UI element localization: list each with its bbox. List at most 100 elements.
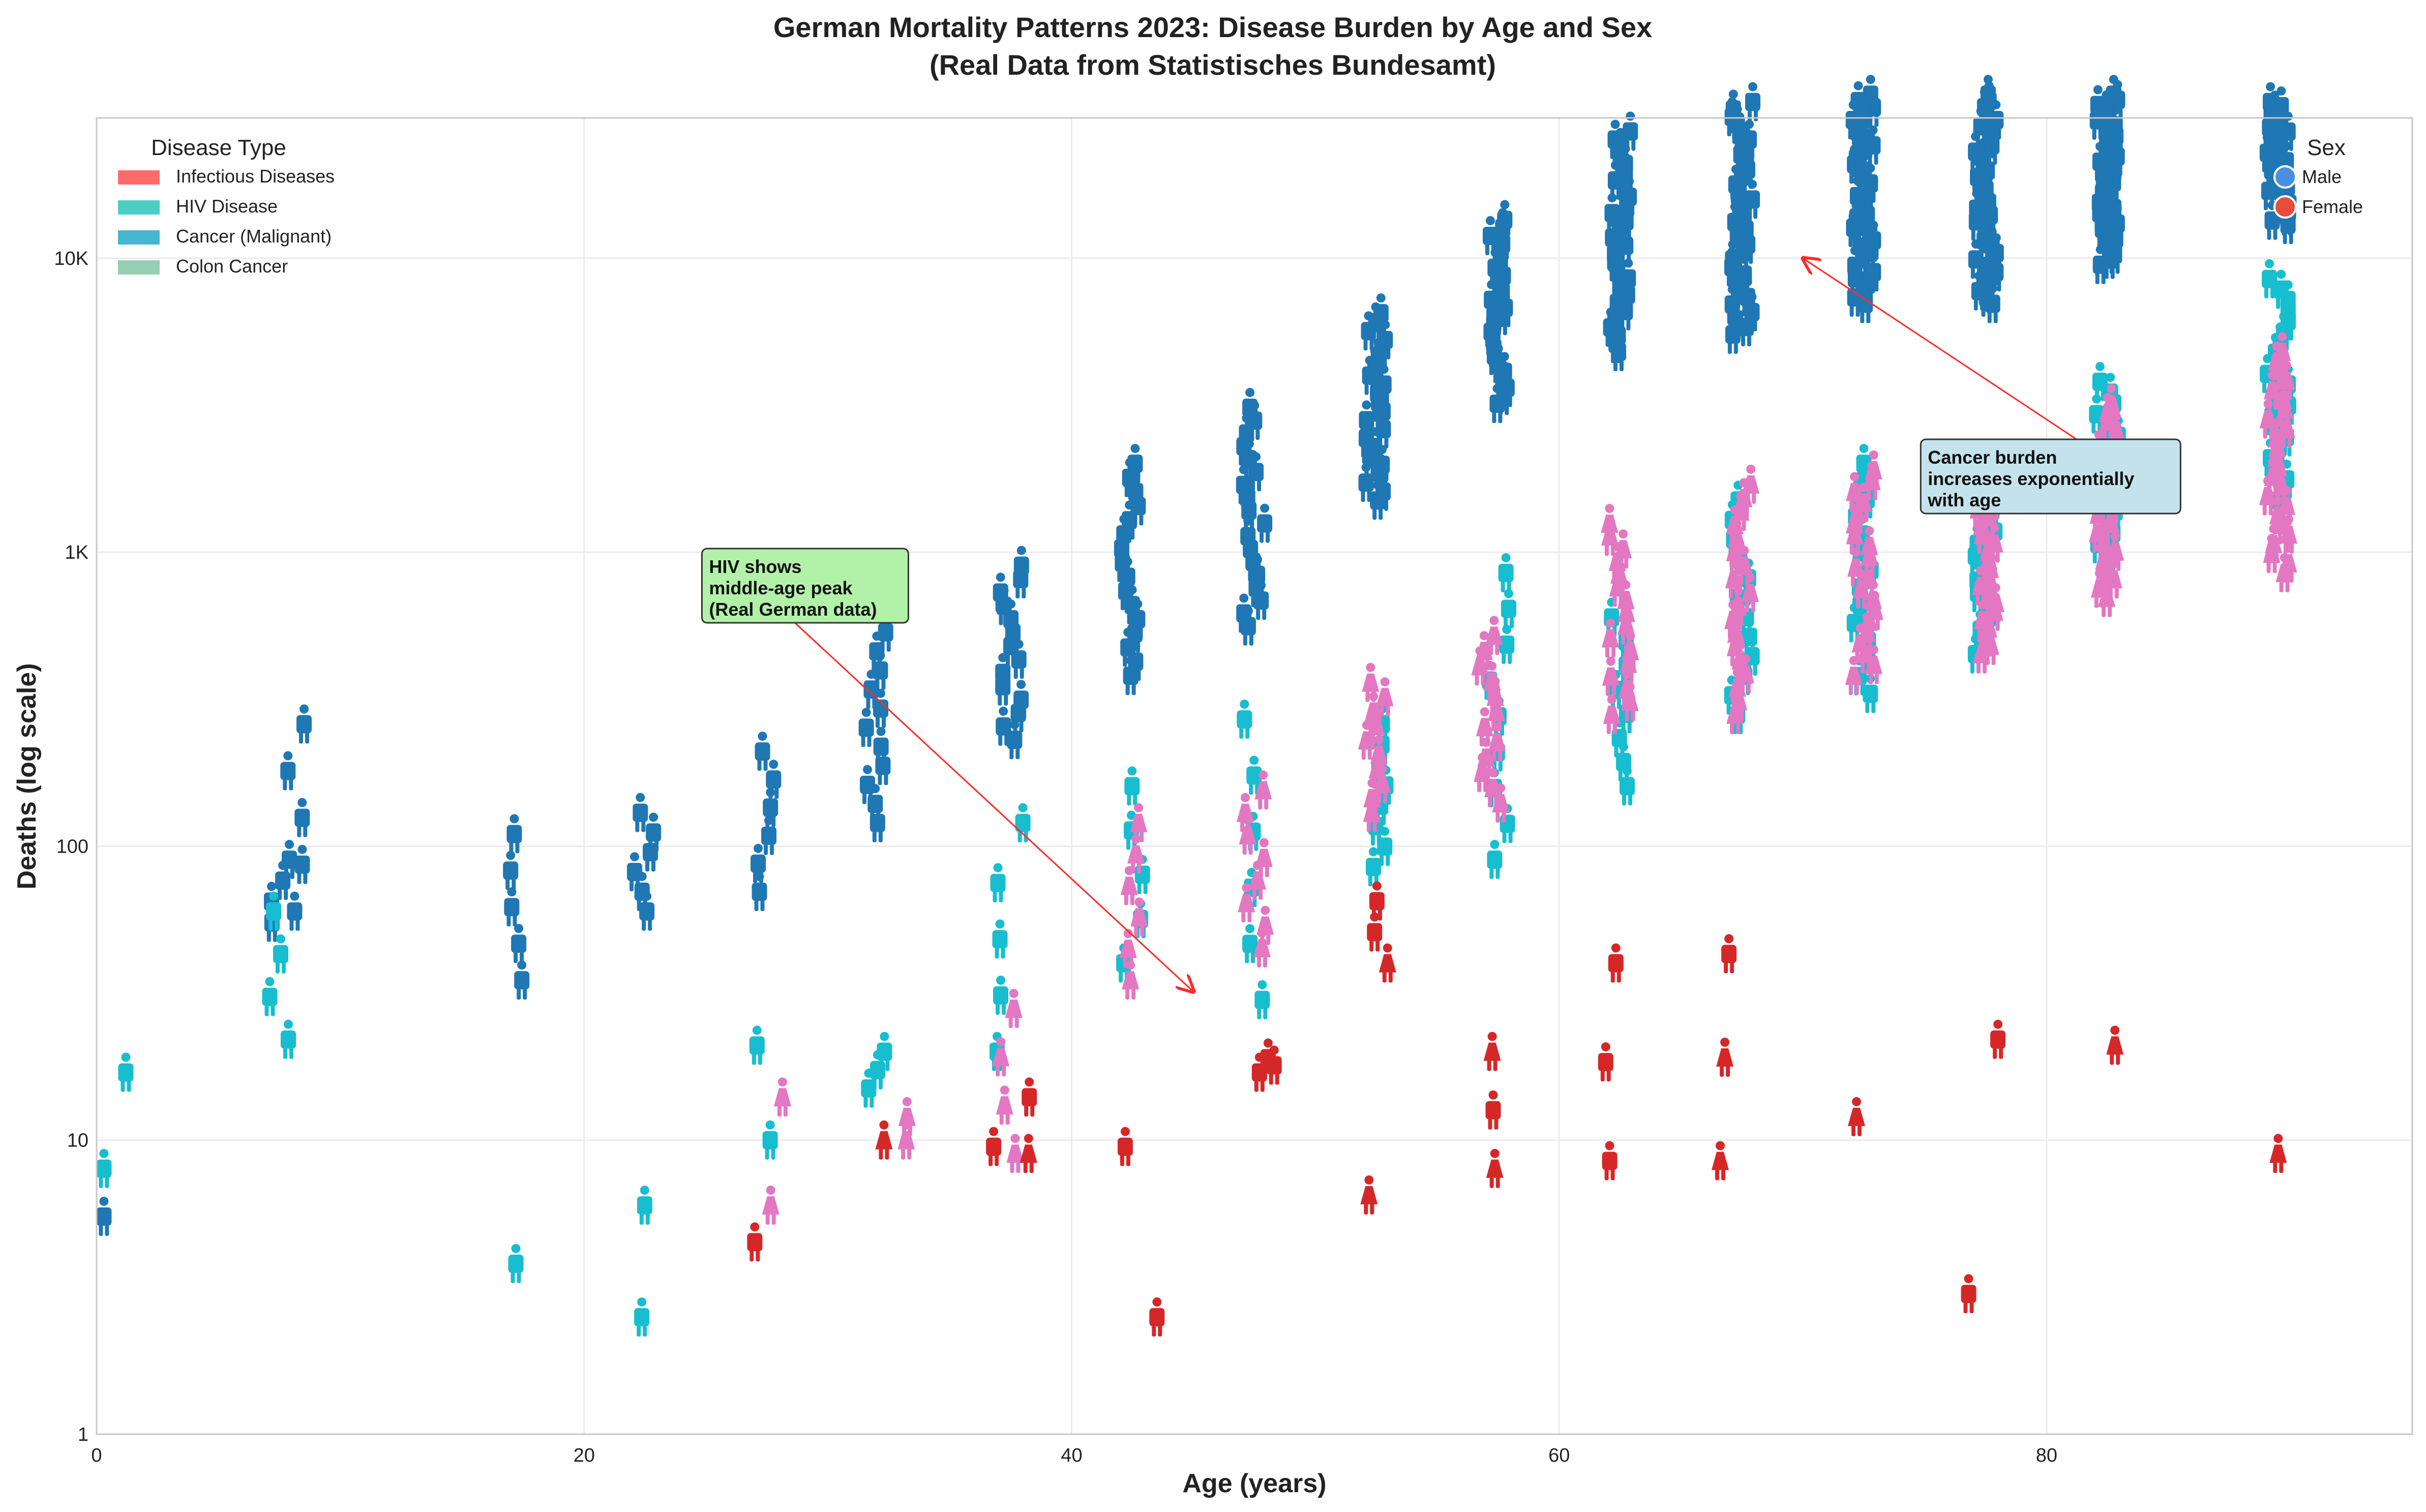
- marker-torso: [1242, 934, 1258, 953]
- marker-leg: [1619, 595, 1623, 607]
- marker-leg: [1753, 320, 1757, 331]
- marker-head: [649, 812, 658, 822]
- marker-leg: [2099, 578, 2104, 590]
- marker-torso: [1358, 473, 1374, 492]
- marker-leg: [1976, 160, 1981, 171]
- person-marker-male: [995, 653, 1011, 692]
- marker-leg: [1503, 324, 1507, 336]
- marker-leg: [1618, 570, 1623, 582]
- marker-leg: [989, 1155, 993, 1166]
- marker-leg: [1871, 702, 1876, 713]
- marker-dress: [1614, 540, 1632, 559]
- marker-leg: [1862, 597, 1867, 609]
- marker-leg: [1720, 1066, 1724, 1077]
- marker-leg: [1257, 1008, 1262, 1019]
- legend-swatch: [118, 200, 160, 215]
- marker-leg: [2275, 494, 2280, 506]
- legend-label: HIV Disease: [176, 196, 278, 217]
- marker-leg: [1131, 684, 1136, 695]
- marker-leg: [1747, 625, 1752, 637]
- marker-leg: [1017, 831, 1022, 842]
- marker-leg: [1604, 1169, 1609, 1181]
- marker-leg: [1612, 278, 1617, 290]
- marker-torso: [1615, 753, 1631, 771]
- marker-leg: [1977, 628, 1982, 640]
- marker-leg: [1251, 557, 1256, 569]
- marker-torso: [266, 902, 282, 921]
- marker-head: [1479, 631, 1489, 641]
- marker-head: [1383, 943, 1392, 953]
- marker-head: [1016, 546, 1026, 555]
- marker-leg: [1997, 280, 2001, 292]
- annotation-text: (Real German data): [709, 599, 877, 620]
- y-tick-label: 10K: [54, 248, 88, 269]
- marker-leg: [515, 842, 520, 854]
- marker-leg: [1373, 366, 1377, 377]
- marker-leg: [642, 919, 646, 931]
- marker-leg: [1013, 721, 1017, 733]
- marker-leg: [1380, 410, 1384, 422]
- person-marker-male: [766, 760, 782, 799]
- marker-leg: [303, 872, 308, 884]
- person-marker-male: [1961, 1274, 1976, 1314]
- marker-head: [1490, 1148, 1500, 1158]
- marker-torso: [1487, 850, 1503, 869]
- marker-leg: [2271, 370, 2276, 381]
- legend-label: Female: [2302, 196, 2363, 217]
- marker-leg: [1377, 909, 1382, 921]
- marker-leg: [1501, 581, 1505, 592]
- marker-head: [1606, 618, 1615, 628]
- marker-leg: [2273, 485, 2278, 496]
- marker-leg: [2282, 131, 2286, 143]
- marker-leg: [1250, 467, 1254, 479]
- marker-dress: [1005, 1000, 1023, 1018]
- marker-leg: [1245, 621, 1249, 633]
- marker-leg: [1367, 491, 1371, 502]
- marker-torso: [1242, 399, 1258, 417]
- marker-leg: [1621, 156, 1626, 167]
- marker-leg: [1489, 1176, 1494, 1188]
- marker-leg: [1726, 703, 1731, 715]
- marker-leg: [1850, 286, 1854, 298]
- marker-leg: [759, 871, 763, 883]
- marker-leg: [1969, 1302, 1974, 1314]
- marker-torso: [1124, 777, 1140, 796]
- marker-leg: [273, 930, 277, 942]
- marker-leg: [1735, 669, 1740, 680]
- person-marker-male: [996, 706, 1011, 746]
- marker-leg: [1753, 207, 1758, 219]
- marker-leg: [1364, 383, 1369, 395]
- marker-head: [2277, 269, 2286, 279]
- marker-leg: [1614, 294, 1619, 306]
- marker-leg: [1628, 794, 1632, 806]
- marker-leg: [1628, 213, 1632, 225]
- marker-leg: [1750, 147, 1755, 159]
- marker-leg: [1254, 570, 1259, 582]
- marker-leg: [1374, 763, 1378, 774]
- marker-leg: [639, 1214, 644, 1225]
- marker-leg: [1504, 617, 1508, 628]
- marker-leg: [1975, 134, 1980, 146]
- marker-leg: [1612, 595, 1617, 607]
- person-marker-male: [1242, 388, 1258, 427]
- marker-torso: [1013, 556, 1029, 575]
- marker-head: [1263, 1038, 1273, 1048]
- marker-leg: [2280, 417, 2284, 429]
- person-marker-male: [858, 708, 874, 747]
- marker-leg: [1742, 520, 1746, 531]
- marker-leg: [1627, 722, 1632, 734]
- marker-dress: [1256, 916, 1274, 935]
- marker-leg: [2269, 427, 2273, 439]
- marker-leg: [1483, 781, 1488, 792]
- marker-leg: [1495, 811, 1500, 823]
- marker-leg: [1015, 587, 1020, 598]
- marker-leg: [2110, 134, 2114, 145]
- marker-leg: [1612, 722, 1617, 734]
- marker-leg: [1874, 280, 1879, 292]
- marker-leg: [1983, 585, 1988, 597]
- marker-leg: [1485, 244, 1489, 255]
- person-marker-male: [96, 1148, 112, 1188]
- marker-leg: [1123, 655, 1127, 667]
- marker-torso: [1623, 122, 1638, 141]
- marker-leg: [1487, 766, 1491, 777]
